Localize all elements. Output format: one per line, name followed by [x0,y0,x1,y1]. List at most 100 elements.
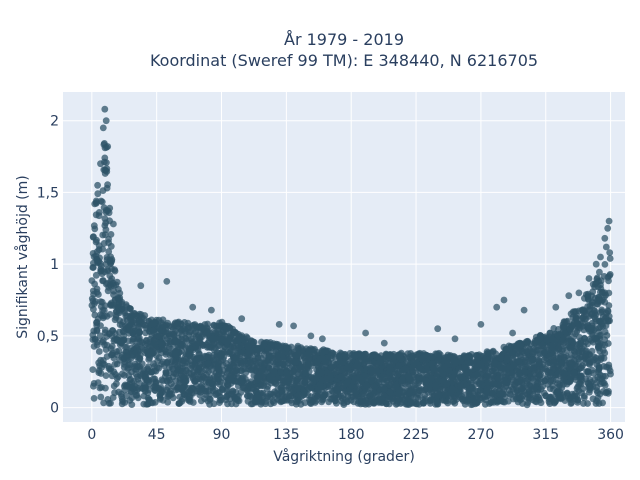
data-point [518,376,526,384]
x-tick-label: 90 [213,427,231,443]
data-point [352,392,359,400]
data-point [194,355,201,363]
data-point [419,386,426,394]
data-point [356,374,363,382]
data-point [232,400,240,408]
data-point [528,356,536,363]
data-point [434,325,442,333]
data-point [164,329,172,337]
data-point [238,315,246,323]
data-point [197,388,204,396]
data-point [224,382,232,389]
data-point [395,362,403,370]
data-point [565,292,573,300]
y-tick-label: 1,5 [37,185,59,201]
data-point [531,337,539,345]
data-point [88,277,96,284]
data-point [89,250,97,257]
data-point [212,390,220,398]
data-point [380,339,388,347]
data-point [330,394,337,401]
data-point [549,353,557,360]
data-point [108,342,116,350]
data-point [223,393,230,401]
data-point [246,391,254,399]
data-point [337,373,344,381]
data-point [433,350,441,358]
data-point [594,389,601,396]
data-point [238,374,245,382]
data-point [156,332,163,340]
data-point [565,337,572,345]
data-point [179,342,187,349]
data-point [428,375,435,382]
data-point [492,354,499,362]
data-point [584,368,592,376]
data-point [589,395,597,403]
data-point [274,355,282,363]
data-point [100,204,108,212]
data-point [105,362,113,370]
data-point [190,321,197,329]
data-point [489,396,497,403]
data-point [521,367,529,375]
x-tick-label: 45 [148,427,166,443]
data-point [584,290,592,298]
data-point [169,394,177,402]
data-point [91,200,99,208]
y-axis-title: Signifikant våghöjd (m) [14,175,31,338]
data-point [545,398,553,406]
data-point [110,282,118,289]
data-point [597,323,604,331]
data-point [127,344,135,352]
data-point [115,299,123,307]
data-point [248,366,256,373]
data-point [393,371,401,379]
data-point [274,342,282,350]
data-point [126,326,134,334]
data-point [96,332,104,340]
data-point [141,387,149,395]
data-point [254,346,261,354]
data-point [132,370,140,378]
data-point [435,391,443,399]
data-point [155,385,162,392]
data-point [295,391,302,399]
data-point [260,341,268,349]
data-point [319,335,326,343]
data-point [326,373,334,381]
data-point [229,343,236,350]
data-point [464,396,472,404]
data-point [95,291,102,298]
data-point [90,305,97,313]
data-point [462,391,469,399]
data-point [136,351,144,359]
data-point [306,399,314,407]
data-point [580,394,588,402]
data-point [520,306,528,314]
data-point [283,369,290,377]
data-point [227,374,235,382]
data-point [368,396,376,404]
data-point [389,358,397,365]
data-point [208,341,216,348]
data-point [395,386,403,394]
data-point [104,143,112,150]
data-point [229,362,237,370]
data-point [106,257,114,264]
data-point [595,365,603,373]
data-point [525,387,533,395]
x-tick-label: 270 [468,427,495,443]
data-point [317,391,325,398]
data-point [326,382,334,390]
data-point [477,321,485,328]
data-point [89,233,97,241]
data-point [601,314,609,322]
data-point [262,357,270,364]
data-point [218,318,226,326]
data-point [430,365,438,373]
data-point [110,291,117,299]
data-point [515,357,523,365]
data-point [586,361,593,368]
data-point [217,350,225,357]
